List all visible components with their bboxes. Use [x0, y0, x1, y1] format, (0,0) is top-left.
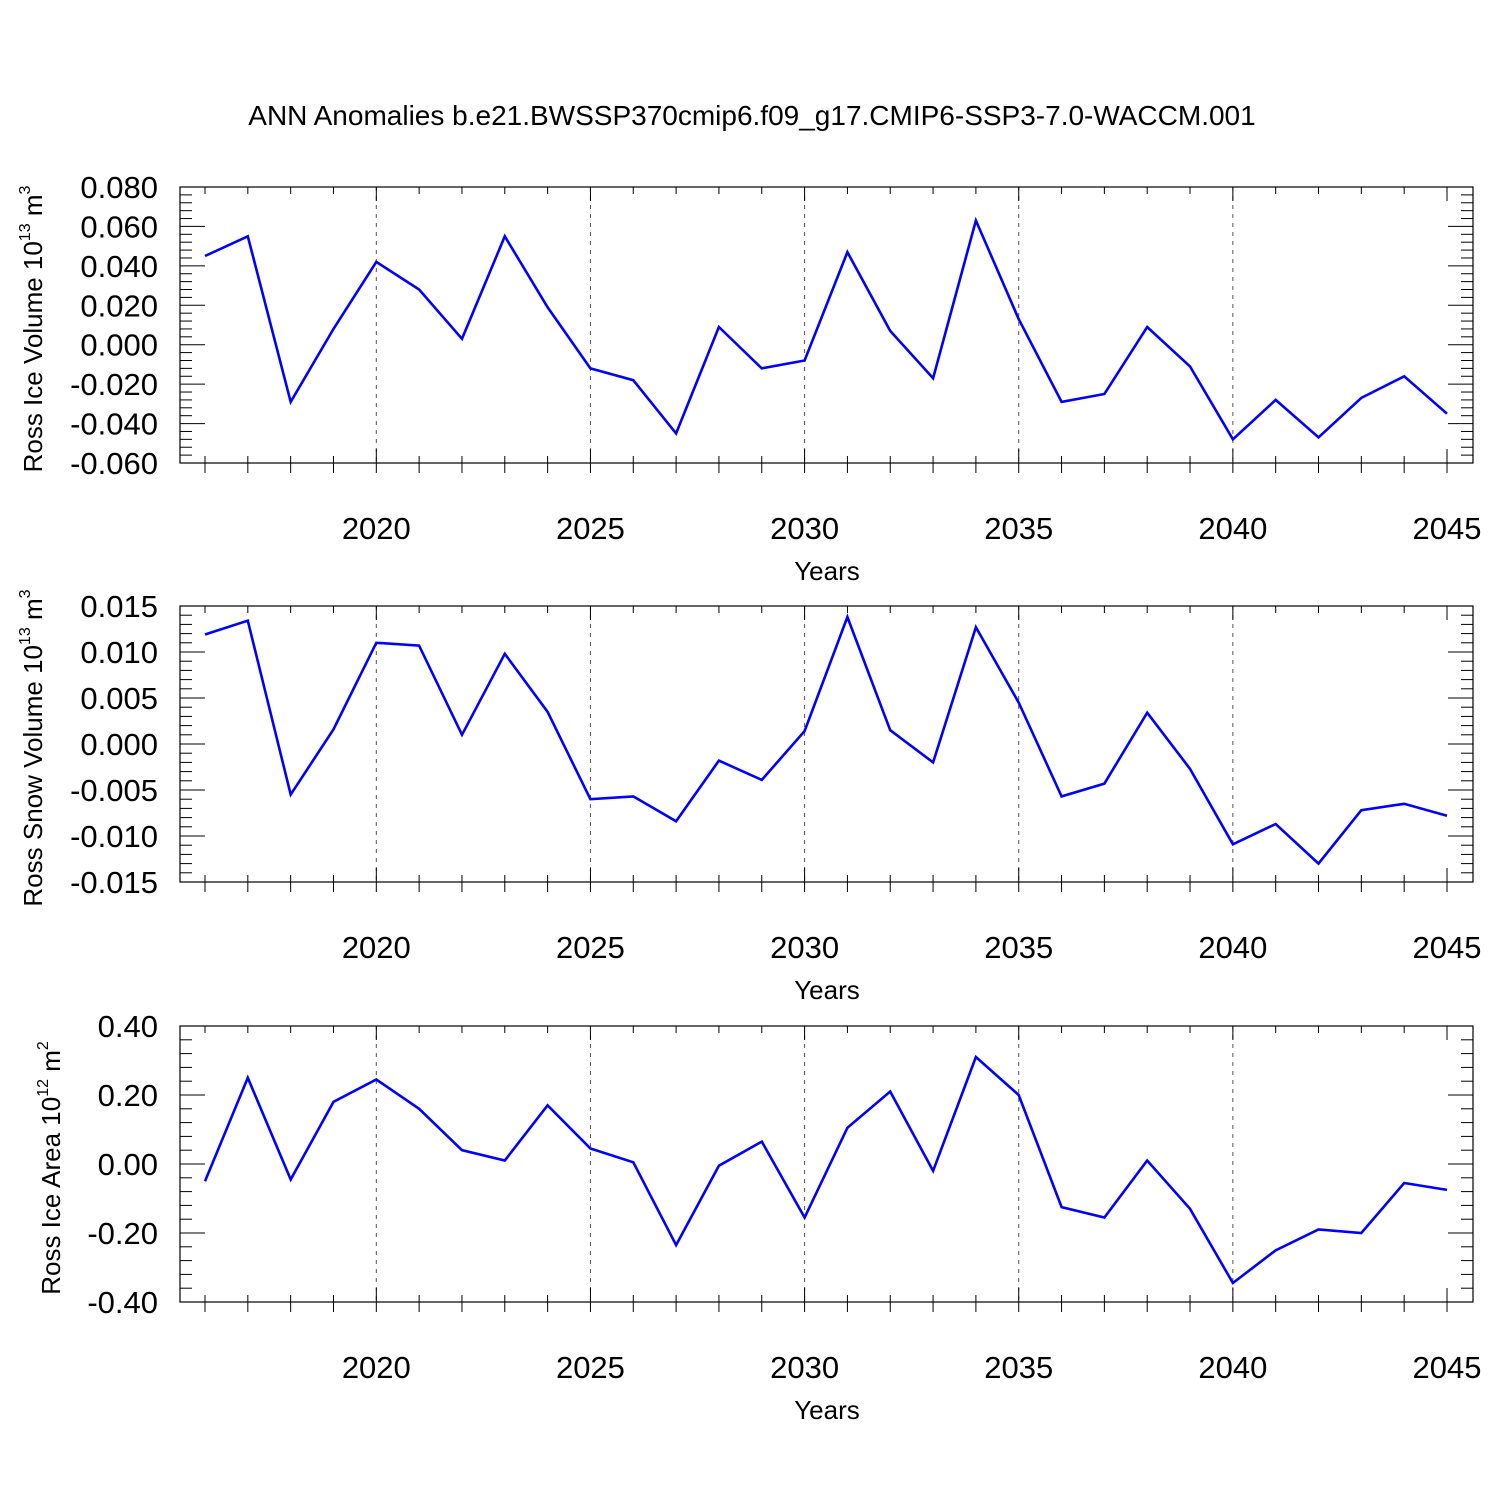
plot-frame — [179, 186, 1474, 464]
figure-title: ANN Anomalies b.e21.BWSSP370cmip6.f09_g1… — [248, 100, 1255, 131]
y-tick-label: 0.010 — [80, 635, 158, 670]
x-tick-label: 2040 — [1198, 930, 1267, 965]
x-tick-label: 2025 — [556, 930, 625, 965]
x-tick-label: 2030 — [770, 511, 839, 546]
x-axis-title: Years — [794, 975, 860, 1005]
y-tick-label: -0.20 — [87, 1216, 158, 1251]
y-tick-label: -0.020 — [70, 367, 158, 402]
y-axis-title-part: Ross Ice Volume 10 — [18, 241, 48, 472]
y-tick-label: -0.40 — [87, 1285, 158, 1320]
panels: -0.060 -0.040 -0.020 0.000 0.020 0.040 0.060 0.… — [17, 170, 1481, 1425]
x-axis-title: Years — [794, 1395, 860, 1425]
x-tick-label: 2045 — [1413, 1350, 1482, 1385]
x-tick-label: 2045 — [1413, 511, 1482, 546]
y-tick-label: -0.015 — [70, 865, 158, 900]
x-tick-label: 2025 — [556, 511, 625, 546]
x-tick-label: 2030 — [770, 1350, 839, 1385]
y-axis-title-part: m — [18, 194, 48, 223]
x-tick-label: 2020 — [342, 511, 411, 546]
x-tick-label: 2020 — [342, 1350, 411, 1385]
y-axis-title: Ross Ice Volume 1013 m3 — [17, 185, 48, 472]
y-tick-label: -0.040 — [70, 407, 158, 442]
y-tick-label: 0.20 — [98, 1078, 158, 1113]
y-tick-label: 0.005 — [80, 681, 158, 716]
x-tick-label: 2035 — [984, 511, 1053, 546]
y-axis-title-superscript: 12 — [35, 1079, 52, 1097]
y-axis-title-superscript: 13 — [17, 627, 34, 645]
series-line — [203, 1054, 1448, 1285]
y-tick-label: 0.040 — [80, 249, 158, 284]
series-line — [204, 216, 1448, 442]
plot-frame — [179, 1025, 1474, 1303]
y-tick-label: 0.40 — [98, 1009, 158, 1044]
y-axis-title: Ross Ice Area 1012 m2 — [35, 1041, 66, 1295]
y-tick-label: 0.000 — [80, 727, 158, 762]
y-axis-title-superscript: 3 — [17, 589, 34, 598]
y-tick-label: 0.000 — [80, 328, 158, 363]
panel-3: -0.40 -0.20 0.00 0.20 0.40 2020 2025 2030 2035 20… — [35, 1009, 1481, 1425]
y-axis-title-part: Ross Ice Area 10 — [36, 1097, 66, 1295]
x-tick-label: 2040 — [1198, 1350, 1267, 1385]
x-tick-label: 2025 — [556, 1350, 625, 1385]
y-axis-title-part: m — [18, 598, 48, 627]
y-axis-title: Ross Snow Volume 1013 m3 — [17, 589, 48, 906]
panel-2: -0.015 -0.010 -0.005 0.000 0.005 0.010 0.015 20… — [17, 589, 1481, 1005]
y-axis-title-part: Ross Snow Volume 10 — [18, 645, 48, 907]
panel-1: -0.060 -0.040 -0.020 0.000 0.020 0.040 0.060 0.… — [17, 170, 1481, 586]
y-tick-label: 0.060 — [80, 209, 158, 244]
x-tick-label: 2045 — [1413, 930, 1482, 965]
y-tick-label: 0.00 — [98, 1147, 158, 1182]
y-tick-label: 0.080 — [80, 170, 158, 205]
y-tick-label: -0.060 — [70, 446, 158, 481]
y-tick-label: 0.015 — [80, 589, 158, 624]
x-tick-label: 2030 — [770, 930, 839, 965]
x-tick-label: 2035 — [984, 1350, 1053, 1385]
plot-frame — [179, 605, 1474, 883]
y-tick-label: 0.020 — [80, 288, 158, 323]
y-tick-label: -0.010 — [70, 819, 158, 854]
y-tick-label: -0.005 — [70, 773, 158, 808]
x-axis-title: Years — [794, 556, 860, 586]
y-axis-title-part: m — [36, 1050, 66, 1079]
y-axis-title-superscript: 3 — [17, 185, 34, 194]
series-line — [204, 613, 1448, 866]
y-axis-title-superscript: 13 — [17, 223, 34, 241]
x-tick-label: 2040 — [1198, 511, 1267, 546]
x-tick-label: 2035 — [984, 930, 1053, 965]
y-axis-title-superscript: 2 — [35, 1041, 52, 1050]
x-tick-label: 2020 — [342, 930, 411, 965]
